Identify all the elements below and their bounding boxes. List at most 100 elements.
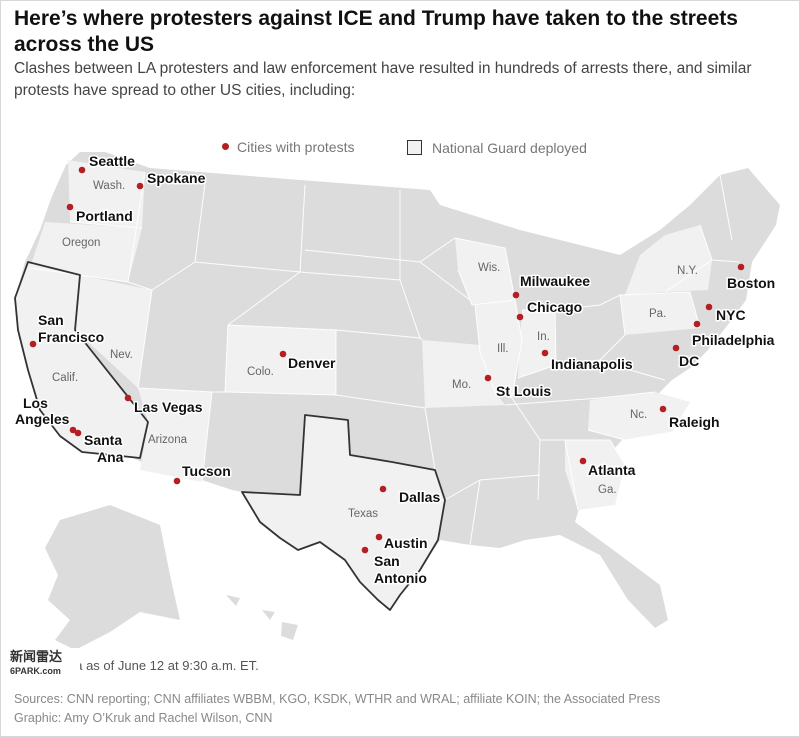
city-label-portland: Portland: [76, 208, 133, 224]
guard-outline-california: [14, 261, 149, 459]
state-label-arizona: Arizona: [148, 434, 188, 446]
city-dot-seattle: [78, 166, 86, 174]
city-dot-philadelphia: [693, 320, 701, 328]
state-label-nev: Nev.: [110, 349, 133, 361]
city-label-dallas: Dallas: [399, 489, 440, 505]
state-missouri: [422, 340, 505, 408]
state-texas: [242, 415, 445, 610]
highlighted-states: [15, 160, 712, 610]
city-dot-los-angeles: [69, 426, 77, 434]
city-label-los-angeles-2: Angeles: [15, 411, 70, 427]
chart-title: Here’s where protesters against ICE and …: [14, 7, 738, 56]
city-label-philadelphia: Philadelphia: [692, 332, 775, 348]
state-label-in: In.: [537, 331, 550, 343]
city-dot-st-louis: [484, 374, 492, 382]
watermark-backdrop: [8, 648, 80, 688]
legend-cities: Cities with protests: [222, 139, 354, 155]
city-dot-las-vegas: [124, 394, 132, 402]
state-indiana: [518, 310, 556, 378]
sources-note: Sources: CNN reporting; CNN affiliates W…: [14, 692, 661, 706]
city-dot-san-francisco: [29, 340, 37, 348]
city-label-las-vegas: Las Vegas: [134, 399, 203, 415]
city-label-denver: Denver: [288, 355, 336, 371]
city-dot-nyc: [705, 303, 713, 311]
state-arizona: [138, 388, 212, 482]
state-label-oregon: Oregon: [62, 237, 100, 249]
state-label-texas: Texas: [348, 508, 378, 520]
city-label-milwaukee: Milwaukee: [520, 273, 590, 289]
city-label-chicago: Chicago: [527, 299, 582, 315]
graphic-credit: Graphic: Amy O’Kruk and Rachel Wilson, C…: [14, 711, 273, 725]
city-label-nyc: NYC: [716, 307, 746, 323]
city-label-st-louis: St Louis: [496, 383, 551, 399]
state-label-ga: Ga.: [598, 484, 617, 496]
state-labels: Wash. Oregon Calif. Nev. Arizona Colo. T…: [52, 180, 698, 520]
state-illinois: [475, 300, 522, 398]
state-wisconsin: [455, 238, 515, 305]
alaska: [45, 505, 180, 650]
state-label-ill: Ill.: [497, 343, 509, 355]
watermark-sub-text: 6PARK.com: [10, 666, 61, 676]
city-label-austin: Austin: [384, 535, 428, 551]
city-dot-santa-ana: [74, 429, 82, 437]
legend-national-guard: National Guard deployed: [407, 140, 587, 156]
state-label-wis: Wis.: [478, 262, 500, 274]
city-dot-boston: [737, 263, 745, 271]
city-label-spokane: Spokane: [147, 170, 206, 186]
state-label-wash: Wash.: [93, 180, 125, 192]
state-label-colo: Colo.: [247, 366, 274, 378]
state-georgia: [565, 440, 625, 510]
data-timestamp: Data as of June 12 at 9:30 a.m. ET.: [55, 658, 259, 673]
watermark-logo: 新闻雷达 6PARK.com: [10, 650, 62, 678]
national-guard-outlines: [14, 261, 446, 611]
city-dot-raleigh: [659, 405, 667, 413]
city-label-san-antonio-2: Antonio: [374, 570, 427, 586]
city-label-seattle: Seattle: [89, 153, 135, 169]
city-dot-denver: [279, 350, 287, 358]
chart-subtitle: Clashes between LA protesters and law en…: [14, 60, 752, 99]
city-dot-tucson: [173, 477, 181, 485]
city-label-indianapolis: Indianapolis: [551, 356, 633, 372]
city-label-santa-ana-2: Ana: [97, 449, 124, 465]
city-dot-milwaukee: [512, 291, 520, 299]
state-label-mo: Mo.: [452, 379, 471, 391]
city-dot-indianapolis: [541, 349, 549, 357]
state-north-carolina: [588, 392, 690, 440]
city-dot-spokane: [136, 182, 144, 190]
city-label-san-antonio-1: San: [374, 553, 400, 569]
city-dot-portland: [66, 203, 74, 211]
city-labels: Seattle Spokane Portland San Francisco L…: [14, 152, 777, 588]
city-label-san-francisco-2: Francisco: [38, 329, 104, 345]
state-nevada: [75, 275, 152, 388]
city-dot-austin: [375, 533, 383, 541]
city-label-san-francisco-1: San: [38, 312, 64, 328]
city-dot-dallas: [379, 485, 387, 493]
legend-guard-label: National Guard deployed: [432, 140, 587, 156]
state-california: [15, 262, 148, 458]
us-mainland: [15, 152, 780, 628]
city-label-los-angeles-1: Los: [23, 395, 48, 411]
state-new-york: [625, 225, 712, 295]
state-label-ny: N.Y.: [677, 265, 698, 277]
city-dot-san-antonio: [361, 546, 369, 554]
legend-cities-label: Cities with protests: [237, 139, 355, 155]
city-label-dc: DC: [679, 353, 699, 369]
state-oregon: [30, 222, 142, 282]
city-dot-dc: [672, 344, 680, 352]
city-dot-chicago: [516, 313, 524, 321]
city-label-boston: Boston: [727, 275, 775, 291]
guard-outline-texas: [241, 414, 446, 611]
protest-dot-icon: [222, 143, 229, 150]
city-dots: [29, 166, 745, 554]
watermark-text: 新闻雷达: [10, 649, 63, 664]
city-label-tucson: Tucson: [182, 463, 231, 479]
state-pennsylvania: [620, 292, 700, 335]
state-label-calif: Calif.: [52, 372, 78, 384]
state-label-pa: Pa.: [649, 308, 666, 320]
city-label-atlanta: Atlanta: [588, 462, 636, 478]
outline-box-icon: [407, 140, 422, 155]
state-colorado: [225, 325, 336, 395]
city-label-raleigh: Raleigh: [669, 414, 720, 430]
city-label-santa-ana-1: Santa: [84, 432, 122, 448]
